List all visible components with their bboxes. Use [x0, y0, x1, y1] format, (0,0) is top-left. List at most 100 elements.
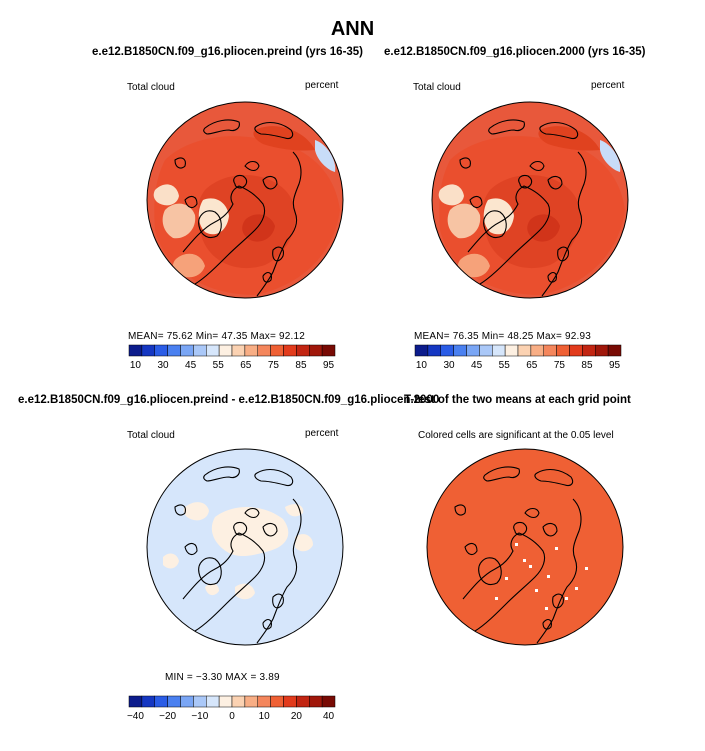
- colorbar-tick-label: 75: [554, 360, 566, 371]
- colorbar-tick-label: 45: [471, 360, 483, 371]
- contour-region: [457, 253, 490, 278]
- coastline: [542, 618, 552, 630]
- contour-region: [295, 534, 313, 552]
- polar-map-difference: [146, 448, 344, 646]
- colorbar-swatch: [283, 695, 297, 708]
- colorbar-swatch: [595, 344, 609, 357]
- colorbar-swatch: [128, 344, 143, 357]
- coastline: [244, 507, 260, 519]
- coastline: [483, 466, 520, 482]
- colorbar-tick-label: 95: [323, 360, 335, 371]
- coastline: [203, 119, 240, 135]
- colorbar-swatch: [607, 344, 622, 357]
- colorbar-swatch: [556, 344, 570, 357]
- panel-variable-label: Total cloud: [413, 82, 461, 93]
- coastline: [254, 468, 294, 487]
- colorbar-swatch: [193, 695, 207, 708]
- coastline: [174, 504, 186, 516]
- stats-preind: MEAN= 75.62 Min= 47.35 Max= 92.12: [128, 331, 305, 342]
- insignificant-cell: [505, 577, 508, 580]
- colorbar-swatch: [309, 344, 323, 357]
- contour-region: [183, 502, 209, 521]
- colorbar-tick-label: 40: [323, 711, 335, 722]
- coastline: [524, 507, 540, 519]
- insignificant-cell: [535, 589, 538, 592]
- coastline: [262, 618, 272, 630]
- coastline: [518, 174, 533, 189]
- coastline: [174, 157, 186, 169]
- stats-2000: MEAN= 76.35 Min= 48.25 Max= 92.93: [414, 331, 591, 342]
- colorbar-tick-label: 85: [581, 360, 593, 371]
- colorbar-tick-label: 65: [240, 360, 252, 371]
- coastline: [467, 185, 551, 285]
- coastline: [182, 532, 266, 632]
- colorbar-difference: −40 −20 −10 0 10 20 40: [127, 695, 336, 722]
- insignificant-cell: [523, 559, 526, 562]
- stats-difference: MIN = −3.30 MAX = 3.89: [165, 672, 280, 683]
- colorbar-swatch: [218, 344, 233, 357]
- colorbar-swatch: [244, 344, 258, 357]
- colorbar-swatch: [530, 344, 544, 357]
- colorbar-swatch: [167, 695, 181, 708]
- colorbar-swatch: [231, 344, 246, 357]
- coastlines: [174, 466, 302, 644]
- colorbar-swatch: [141, 695, 155, 708]
- insignificant-cell: [529, 565, 532, 568]
- coastline: [454, 504, 466, 516]
- colorbar-swatch: [440, 344, 454, 357]
- panel-units-label: percent: [305, 428, 339, 439]
- coastline: [262, 271, 272, 283]
- coastline: [513, 521, 528, 536]
- colorbar-swatch: [257, 695, 271, 708]
- coastline: [262, 175, 278, 190]
- colorbar-swatch: [180, 695, 194, 708]
- colorbar-swatch: [206, 695, 220, 708]
- coastline: [547, 175, 563, 190]
- insignificant-cell: [547, 575, 550, 578]
- colorbar-tick-label: −20: [159, 711, 176, 722]
- colorbar-swatch: [257, 344, 271, 357]
- colorbar-tick-label: 75: [268, 360, 280, 371]
- contour-region: [153, 184, 179, 206]
- insignificant-cell: [495, 597, 498, 600]
- colorbar-swatch: [427, 344, 441, 357]
- coastline: [478, 557, 502, 586]
- coastline: [184, 542, 198, 556]
- colorbar-tick-label: 55: [499, 360, 511, 371]
- panel-subtitle-significance: Colored cells are significant at the 0.0…: [418, 430, 614, 441]
- contour-region: [427, 449, 623, 645]
- coastline: [542, 522, 558, 537]
- panel-variable-label: Total cloud: [127, 82, 175, 93]
- coastline: [469, 195, 483, 209]
- colorbar-tick-label: −10: [191, 711, 208, 722]
- contour-region: [172, 253, 205, 278]
- filled-contour-field: [432, 102, 628, 298]
- colorbar-tick-label: 95: [609, 360, 621, 371]
- coastline: [488, 119, 525, 135]
- coastline: [256, 498, 302, 644]
- polar-map-ttest: [426, 448, 624, 646]
- insignificant-cell: [575, 587, 578, 590]
- colorbar-preind: 10 30 45 55 65 75 85 95: [128, 344, 336, 371]
- colorbar-swatch: [244, 695, 258, 708]
- coastlines: [174, 119, 302, 297]
- colorbar-tick-label: 20: [291, 711, 303, 722]
- coastline: [547, 271, 557, 283]
- colorbar-swatch: [141, 344, 155, 357]
- coastline: [182, 185, 266, 285]
- coastline: [256, 151, 302, 297]
- colorbar-swatch: [582, 344, 596, 357]
- coastline: [529, 160, 545, 172]
- panel-units-label: percent: [305, 80, 339, 91]
- panel-title-2000: e.e12.B1850CN.f09_g16.pliocen.2000 (yrs …: [384, 46, 646, 58]
- filled-contour-field: [147, 449, 343, 645]
- colorbar-tick-label: 10: [130, 360, 142, 371]
- colorbar-swatch: [466, 344, 480, 357]
- coastline: [203, 466, 240, 482]
- colorbar-tick-label: 85: [295, 360, 307, 371]
- coastline: [557, 246, 569, 262]
- insignificant-cell: [565, 597, 568, 600]
- coastline: [462, 532, 546, 632]
- filled-contour-field: [427, 449, 623, 645]
- contour-region: [205, 583, 219, 596]
